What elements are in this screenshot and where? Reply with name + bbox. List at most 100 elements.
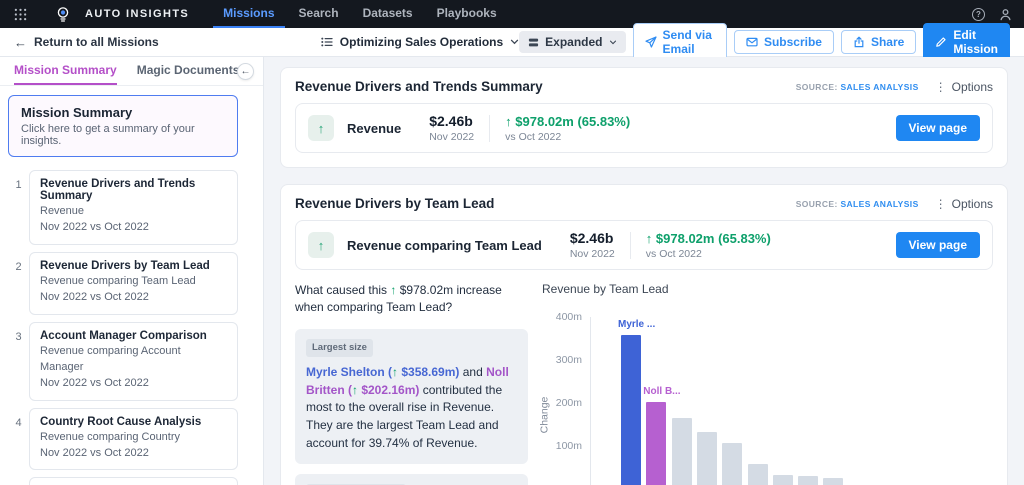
- revenue-chart: Revenue by Team Lead Change 400m300m200m…: [542, 282, 993, 485]
- nav-item-datasets[interactable]: Datasets: [353, 0, 423, 28]
- trend-up-icon: ↑: [308, 232, 334, 258]
- mission-summary-subtitle: Click here to get a summary of your insi…: [21, 123, 225, 147]
- list-item-card[interactable]: Country Root Cause AnalysisRevenue compa…: [29, 408, 238, 471]
- list-item-period: Nov 2022 vs Oct 2022: [40, 376, 227, 392]
- list-item-metric: Revenue: [40, 204, 227, 220]
- nav-item-missions[interactable]: Missions: [213, 0, 284, 28]
- metric-delta: ↑ $978.02m (65.83%): [505, 114, 630, 129]
- metric-label: Revenue: [347, 121, 401, 136]
- list-item-card[interactable]: Revenue Drivers and Trends SummaryRevenu…: [29, 170, 238, 245]
- back-to-missions-link[interactable]: ← Return to all Missions: [14, 35, 321, 50]
- chart-bar[interactable]: [722, 443, 742, 485]
- insight-card-revenue-summary: Revenue Drivers and Trends Summary SOURC…: [280, 67, 1008, 168]
- insight-badge: Largest size: [306, 339, 373, 357]
- card-title: Revenue Drivers and Trends Summary: [295, 79, 796, 94]
- metric-value: $2.46b: [429, 113, 474, 129]
- metric-value: $2.46b: [570, 230, 615, 246]
- send-via-email-button[interactable]: Send via Email: [633, 23, 727, 61]
- view-mode-label: Expanded: [545, 35, 602, 49]
- list-item-card[interactable]: Account Manager ComparisonRevenue compar…: [29, 322, 238, 401]
- chart-bar-label: Noll B...: [643, 386, 680, 397]
- chart-title: Revenue by Team Lead: [542, 282, 993, 296]
- layout-icon: [528, 37, 539, 48]
- view-page-button[interactable]: View page: [896, 232, 980, 258]
- up-arrow-icon: ↑: [390, 283, 396, 297]
- chart-bar[interactable]: [646, 402, 666, 485]
- chart-bar[interactable]: [798, 476, 818, 485]
- chevron-down-icon: [609, 40, 617, 45]
- back-arrow-icon: ←: [14, 35, 27, 50]
- source-label: SOURCE:: [796, 199, 838, 209]
- metric-delta: ↑ $978.02m (65.83%): [646, 231, 771, 246]
- envelope-icon: [746, 36, 758, 48]
- chart-bar[interactable]: [823, 478, 843, 485]
- mission-switcher[interactable]: Optimizing Sales Operations: [321, 35, 519, 49]
- chart-y-axis: [590, 317, 591, 485]
- mission-list-scroll: Mission Summary Click here to get a summ…: [0, 86, 263, 485]
- insight-card-team-lead: Revenue Drivers by Team Lead SOURCE: SAL…: [280, 184, 1008, 485]
- list-item-card[interactable]: Customer Root Cause AnalysisRevenue comp…: [29, 477, 238, 485]
- insight-text-column: What caused this ↑ $978.02m increase whe…: [295, 282, 528, 485]
- source-label: SOURCE:: [796, 82, 838, 92]
- mission-title: Optimizing Sales Operations: [340, 35, 503, 49]
- source-link[interactable]: SALES ANALYSIS: [840, 82, 918, 92]
- source-link[interactable]: SALES ANALYSIS: [840, 199, 918, 209]
- metric-label: Revenue comparing Team Lead: [347, 238, 542, 253]
- list-item: 2Revenue Drivers by Team LeadRevenue com…: [8, 252, 238, 315]
- user-icon[interactable]: [999, 8, 1012, 21]
- list-item-period: Nov 2022 vs Oct 2022: [40, 220, 227, 236]
- edit-mission-button[interactable]: Edit Mission: [923, 23, 1010, 61]
- chart-y-tick: 400m: [542, 311, 582, 323]
- share-label: Share: [871, 35, 904, 49]
- metric-panel: ↑ Revenue $2.46b Nov 2022 ↑ $978.02m (65…: [295, 103, 993, 153]
- tab-magic-documents[interactable]: Magic Documents: [137, 57, 240, 85]
- up-arrow-icon: ↑: [505, 114, 512, 129]
- app-grid-icon[interactable]: [10, 8, 31, 21]
- tab-mission-summary[interactable]: Mission Summary: [14, 57, 117, 85]
- nav-items: MissionsSearchDatasetsPlaybooks: [213, 0, 506, 28]
- list-item-metric: Revenue comparing Country: [40, 430, 227, 446]
- metric-vs: vs Oct 2022: [646, 248, 771, 260]
- nav-item-search[interactable]: Search: [289, 0, 349, 28]
- share-button[interactable]: Share: [841, 30, 916, 54]
- subscribe-button[interactable]: Subscribe: [734, 30, 834, 54]
- list-item: 4Country Root Cause AnalysisRevenue comp…: [8, 408, 238, 471]
- send-via-email-label: Send via Email: [663, 28, 715, 56]
- list-item-metric: Revenue comparing Team Lead: [40, 274, 227, 290]
- list-item-number: 3: [8, 322, 29, 401]
- chart-bar[interactable]: [697, 432, 717, 485]
- metric-period: Nov 2022: [429, 131, 474, 143]
- list-item: 3Account Manager ComparisonRevenue compa…: [8, 322, 238, 401]
- source-info: SOURCE: SALES ANALYSIS: [796, 199, 919, 209]
- send-icon: [645, 36, 657, 48]
- list-item-card[interactable]: Revenue Drivers by Team Lead Revenue comp…: [29, 252, 238, 315]
- collapse-sidebar-button[interactable]: ←: [237, 63, 254, 80]
- chart-bar[interactable]: [748, 464, 768, 485]
- list-item-title: Account Manager Comparison: [40, 330, 227, 342]
- chart-bar[interactable]: [621, 335, 641, 485]
- view-page-button[interactable]: View page: [896, 115, 980, 141]
- pencil-icon: [935, 36, 947, 48]
- sidebar-tabs: Mission Summary Magic Documents: [0, 57, 263, 86]
- options-button[interactable]: ⋮ Options: [935, 197, 993, 211]
- chart-y-tick: 200m: [542, 397, 582, 409]
- source-info: SOURCE: SALES ANALYSIS: [796, 82, 919, 92]
- app-title: AUTO INSIGHTS: [85, 8, 189, 20]
- list-item-title: Revenue Drivers by Team Lead: [40, 260, 227, 272]
- main-panel: Revenue Drivers and Trends Summary SOURC…: [264, 57, 1024, 485]
- options-button[interactable]: ⋮ Options: [935, 80, 993, 94]
- mission-list-icon: [321, 36, 333, 48]
- mission-summary-card[interactable]: Mission Summary Click here to get a summ…: [8, 95, 238, 157]
- up-arrow-icon: ↑: [646, 231, 653, 246]
- help-icon[interactable]: ?: [972, 8, 985, 21]
- subscribe-label: Subscribe: [764, 35, 822, 49]
- chart-bar[interactable]: [672, 418, 692, 485]
- view-mode-dropdown[interactable]: Expanded: [519, 31, 625, 53]
- insight-largest-size: Largest size Myrle Shelton (↑ $358.69m) …: [295, 329, 528, 464]
- card-title: Revenue Drivers by Team Lead: [295, 196, 796, 211]
- options-label: Options: [952, 80, 993, 94]
- mission-summary-title: Mission Summary: [21, 105, 225, 120]
- chart-bar[interactable]: [773, 475, 793, 485]
- share-icon: [853, 36, 865, 48]
- nav-item-playbooks[interactable]: Playbooks: [427, 0, 507, 28]
